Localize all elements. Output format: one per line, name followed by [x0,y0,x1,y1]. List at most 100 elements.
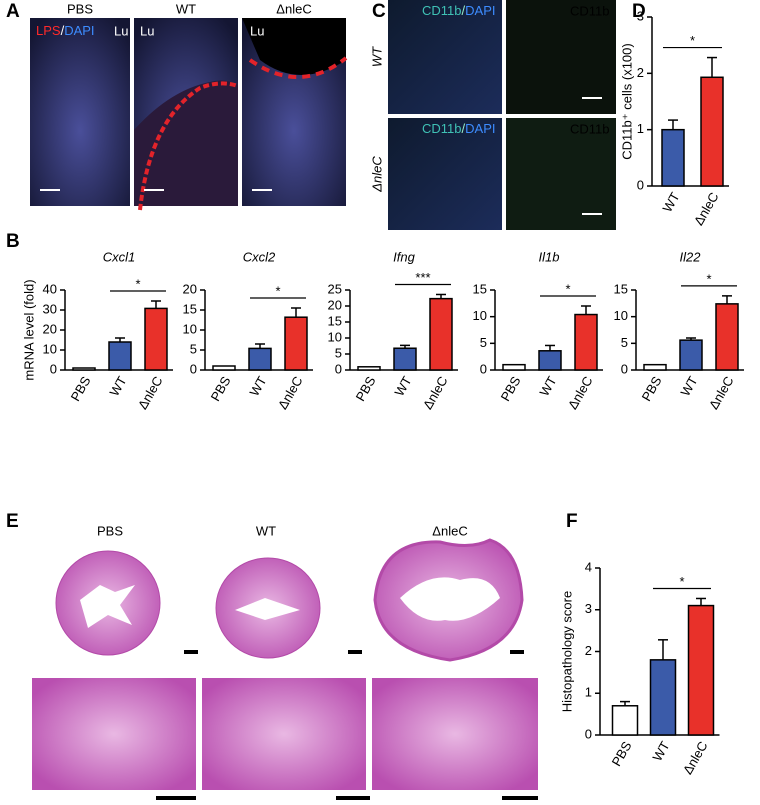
x-tick-label: PBS [68,373,94,403]
y-tick-label: 15 [473,281,487,296]
x-tick-label: ΔnleC [565,374,596,412]
stain-label-part: / [462,121,466,136]
chart-title: Il1b [539,249,560,264]
bar [248,347,272,371]
y-axis-label: mRNA level (fold) [21,279,36,380]
y-tick-label: 3 [585,601,592,616]
stain-label-part: DAPI [465,3,495,18]
stain-label-part: DAPI [64,23,94,38]
stain-label: CD11b/DAPI [422,121,495,136]
y-tick-label: 40 [43,281,57,296]
stain-label: CD11b [570,121,610,136]
column-label: ΔnleC [276,1,311,16]
column-label: WT [176,1,196,16]
stain-label-part: DAPI [465,121,495,136]
stain-label: CD11b [570,3,610,18]
bar [679,339,703,371]
x-tick-label: ΔnleC [275,374,306,412]
bar [144,307,168,371]
panel-letter: E [6,511,19,532]
bar [643,363,667,371]
significance-label: * [690,33,695,48]
y-tick-label: 25 [328,281,342,296]
stain-label-part: CD11b [422,3,462,18]
panel-letter: B [6,231,20,252]
y-tick-label: 20 [328,297,342,312]
y-tick-label: 0 [50,361,57,376]
x-tick-label: WT [246,374,269,399]
bar [649,659,677,736]
y-tick-label: 4 [585,559,592,574]
y-tick-label: 10 [43,341,57,356]
stain-label: CD11b/DAPI [422,3,495,18]
y-tick-label: 15 [183,301,197,316]
y-tick-label: 10 [473,308,487,323]
y-axis-label: CD11b⁺ cells (x100) [619,43,634,159]
chart-title: Il22 [680,249,702,264]
y-tick-label: 10 [614,308,628,323]
bar [687,604,715,736]
chart-title: Ifng [393,249,415,264]
bar [72,367,96,371]
chart-title: Cxcl2 [243,249,276,264]
y-tick-label: 1 [637,121,644,136]
panel-letter: C [372,1,386,22]
y-tick-label: 10 [328,329,342,344]
lumen-label: Lu [250,23,264,38]
lumen-label: Lu [140,23,154,38]
bar [661,128,685,187]
stain-label-part: / [462,3,466,18]
y-tick-label: 1 [585,685,592,700]
significance-label: * [135,276,140,291]
row-label: WT [369,46,384,67]
bar [574,313,598,371]
y-axis-label: Histopathology score [559,591,574,712]
x-tick-label: ΔnleC [135,374,166,412]
column-label: WT [256,523,276,538]
x-tick-label: ΔnleC [691,190,722,228]
x-tick-label: PBS [498,373,524,403]
bar [284,316,308,371]
column-label: ΔnleC [432,523,467,538]
panel-letter: D [632,1,646,22]
x-tick-label: ΔnleC [706,374,737,412]
x-tick-label: ΔnleC [680,739,711,777]
y-tick-label: 0 [637,177,644,192]
y-tick-label: 3 [637,8,644,23]
y-tick-label: 15 [614,281,628,296]
x-tick-label: WT [677,374,700,399]
lumen-label: Lu [114,23,128,38]
y-tick-label: 15 [328,313,342,328]
panel-c-images [388,0,616,230]
panel-letter: F [566,511,578,532]
column-label: PBS [67,1,93,16]
row-label: ΔnleC [369,156,384,193]
stain-label: LPS/DAPI [36,23,95,38]
y-tick-label: 20 [43,321,57,336]
y-tick-label: 10 [183,321,197,336]
y-tick-label: 0 [621,361,628,376]
bar [502,363,526,371]
y-tick-label: 2 [637,65,644,80]
x-tick-label: PBS [208,373,234,403]
y-tick-label: 5 [190,341,197,356]
bar [700,76,724,187]
bar [393,347,417,371]
significance-label: * [565,281,570,296]
chart-title: Cxcl1 [103,249,136,264]
y-tick-label: 0 [190,361,197,376]
column-label: PBS [97,523,123,538]
panel-a-images [30,18,348,211]
bar [212,365,236,371]
y-tick-label: 20 [183,281,197,296]
y-tick-label: 0 [335,361,342,376]
bar [108,341,132,371]
y-tick-label: 5 [335,345,342,360]
stain-label-part: CD11b [422,121,462,136]
significance-label: *** [415,270,430,285]
stain-label-part: / [61,23,65,38]
bar [429,297,453,371]
y-tick-label: 0 [480,361,487,376]
significance-label: * [679,574,684,589]
